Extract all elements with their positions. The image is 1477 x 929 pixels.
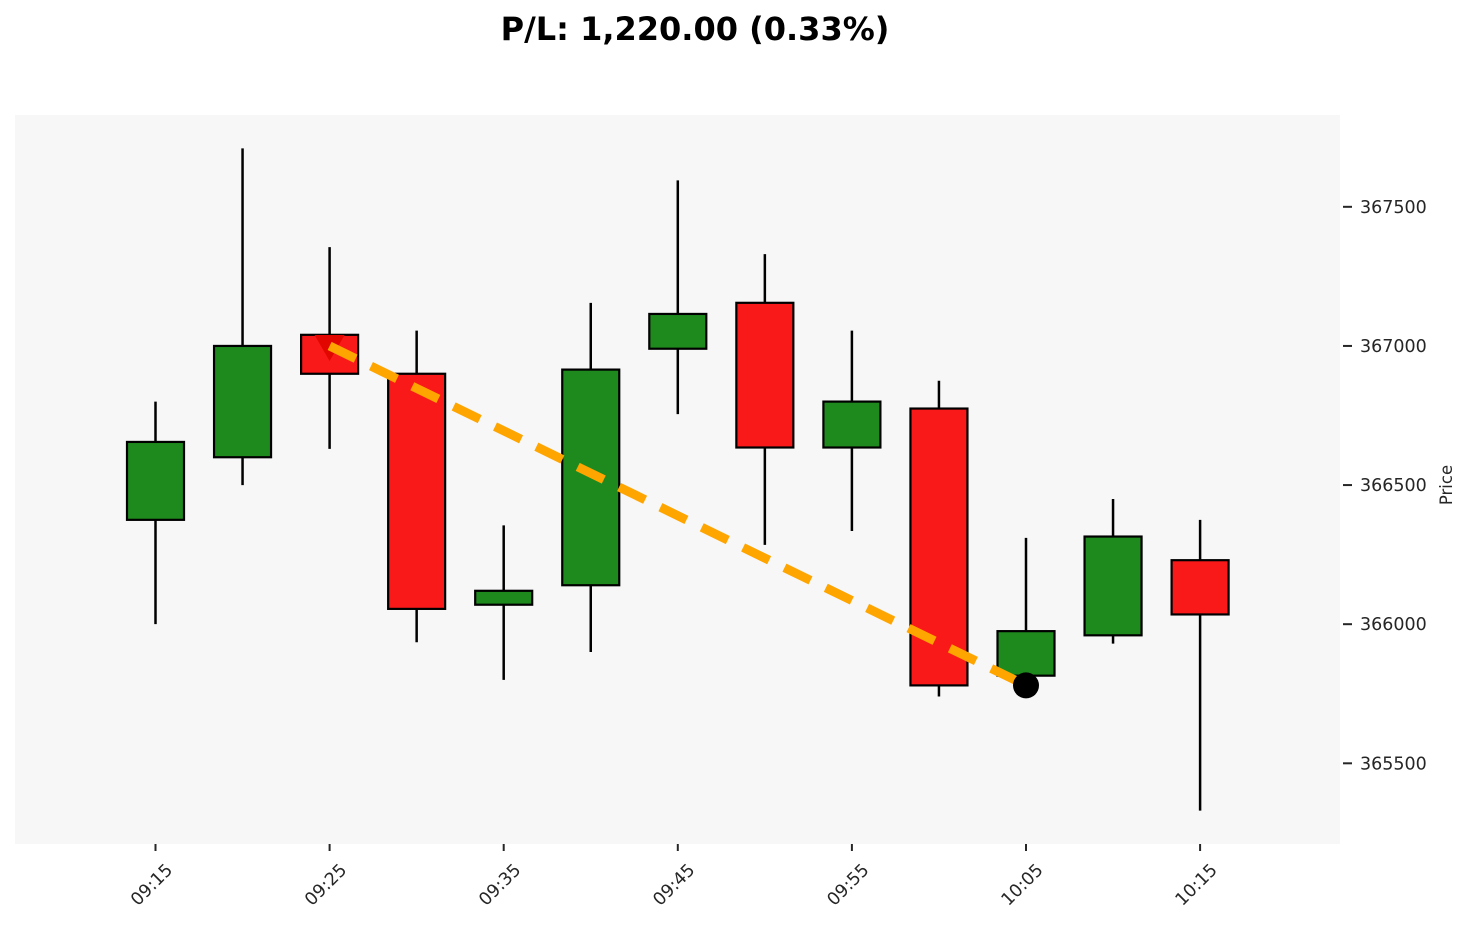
candle-body-up: [648, 312, 708, 350]
y-axis-tick-label: 366000: [1360, 615, 1427, 635]
x-axis-tick-label: 10:15: [1172, 860, 1222, 910]
candle-body-down: [735, 301, 795, 449]
x-axis-tick-label: 10:05: [998, 860, 1048, 910]
candle-body-down: [387, 372, 447, 610]
y-axis-tick-label: 366500: [1360, 476, 1427, 496]
candle-body-up: [125, 440, 186, 521]
exit-marker: [1013, 672, 1039, 699]
candle-body-up: [822, 400, 882, 449]
candle-body-down: [909, 407, 969, 687]
x-axis-tick-label: 09:45: [650, 860, 700, 910]
y-axis-tick-label: 367500: [1360, 198, 1427, 218]
page-title: P/L: 1,220.00 (0.33%): [500, 10, 890, 48]
candle-body-down: [1170, 559, 1230, 616]
y-axis-title: Price: [1437, 465, 1456, 505]
candle-body-up: [474, 589, 534, 606]
trade-connector-line: [327, 341, 1028, 690]
candle-body-up: [212, 344, 273, 459]
x-axis-tick-label: 09:55: [824, 860, 874, 910]
candle-body-up: [996, 630, 1056, 677]
y-axis-tick-label: 365500: [1360, 754, 1427, 774]
x-axis-tick-label: 09:15: [127, 860, 177, 910]
x-axis-tick-label: 09:25: [301, 860, 351, 910]
candle-body-up: [1083, 535, 1143, 637]
x-axis-tick-label: 09:35: [475, 860, 525, 910]
y-axis-tick-label: 367000: [1360, 337, 1427, 357]
